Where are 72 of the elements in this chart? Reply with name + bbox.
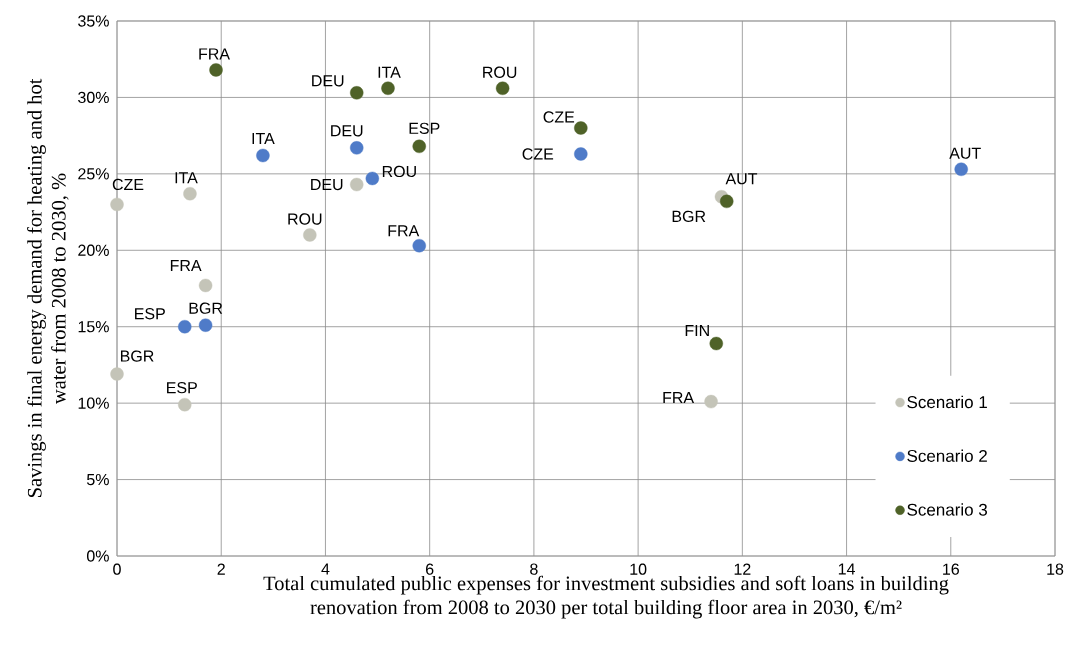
y-tick-label: 0% <box>86 550 109 562</box>
annotation: ESP <box>167 382 197 394</box>
annotation: FIN <box>685 325 709 337</box>
point <box>350 86 364 100</box>
annotation: FRA <box>388 225 420 237</box>
point <box>110 367 124 381</box>
y-tick-label: 10% <box>78 397 109 409</box>
point <box>720 194 734 209</box>
annotation: DEU <box>311 178 343 191</box>
point <box>495 81 510 95</box>
y-tick-label: 20% <box>78 244 109 256</box>
annotation: CZE <box>543 111 575 123</box>
point <box>412 139 426 154</box>
x-tick-label: 12 <box>734 563 751 575</box>
point <box>256 148 270 163</box>
x-tick-label: 2 <box>217 563 225 575</box>
point <box>183 187 197 201</box>
annotation: BGR <box>189 302 223 314</box>
legend-label: Scenario 1 <box>907 395 987 409</box>
y-tick-label: 5% <box>87 473 109 486</box>
x-tick-label: 10 <box>630 563 647 575</box>
point <box>365 171 380 186</box>
annotation: DEU <box>331 125 363 137</box>
point <box>350 177 364 192</box>
point <box>954 162 968 176</box>
x-tick-label: 6 <box>426 563 434 575</box>
annotation: CZE <box>112 178 144 191</box>
point <box>381 81 395 95</box>
point <box>178 320 192 334</box>
annotation: ESP <box>409 122 440 134</box>
point <box>303 228 317 242</box>
x-tick-label: 0 <box>113 563 121 575</box>
y-axis-title: Savings in final energy demand for heating and hot water from 2008 to 2030, % <box>27 78 69 498</box>
annotation: FRA <box>663 392 695 404</box>
point <box>198 318 213 332</box>
point <box>704 394 718 409</box>
x-tick-label: 8 <box>530 563 538 575</box>
annotation: AUT <box>725 173 758 185</box>
point <box>110 197 124 212</box>
annotation: ITA <box>378 66 401 78</box>
annotation: ROU <box>483 66 517 78</box>
x-tick-label: 4 <box>321 563 330 575</box>
x-tick-label: 14 <box>838 563 855 575</box>
point <box>350 141 364 155</box>
annotation: ESP <box>135 308 165 320</box>
point <box>709 336 723 351</box>
x-tick-label: 16 <box>943 563 959 575</box>
y-tick-label: 25% <box>78 168 109 180</box>
point <box>574 121 588 135</box>
annotation: DEU <box>312 75 344 87</box>
y-tick-label: 15% <box>78 321 109 333</box>
point <box>198 278 213 293</box>
annotation: CZE <box>522 148 554 160</box>
annotation: ITA <box>175 172 198 184</box>
annotation: ROU <box>382 165 416 178</box>
y-tick-label: 30% <box>78 91 109 104</box>
annotation: FRA <box>170 259 202 271</box>
point <box>178 397 192 412</box>
x-tick-label: 18 <box>1047 563 1064 575</box>
annotation: FRA <box>199 48 230 60</box>
point <box>209 63 223 77</box>
x-axis-title: Total cumulated public expenses for investment subsidies and soft loans in building renovation from 2008 to 2030 per total building floor area in 2030, €/m² <box>263 575 949 619</box>
annotation: BGR <box>120 350 154 362</box>
legend-label: Scenario 2 <box>907 449 987 462</box>
y-tick-label: 35% <box>78 15 109 27</box>
point <box>412 239 426 253</box>
annotation: AUT <box>949 147 981 159</box>
point <box>574 147 588 161</box>
legend-label: Scenario 3 <box>907 503 988 516</box>
annotation: BGR <box>672 210 706 223</box>
annotation: ITA <box>252 133 275 145</box>
annotation: ROU <box>288 213 322 225</box>
